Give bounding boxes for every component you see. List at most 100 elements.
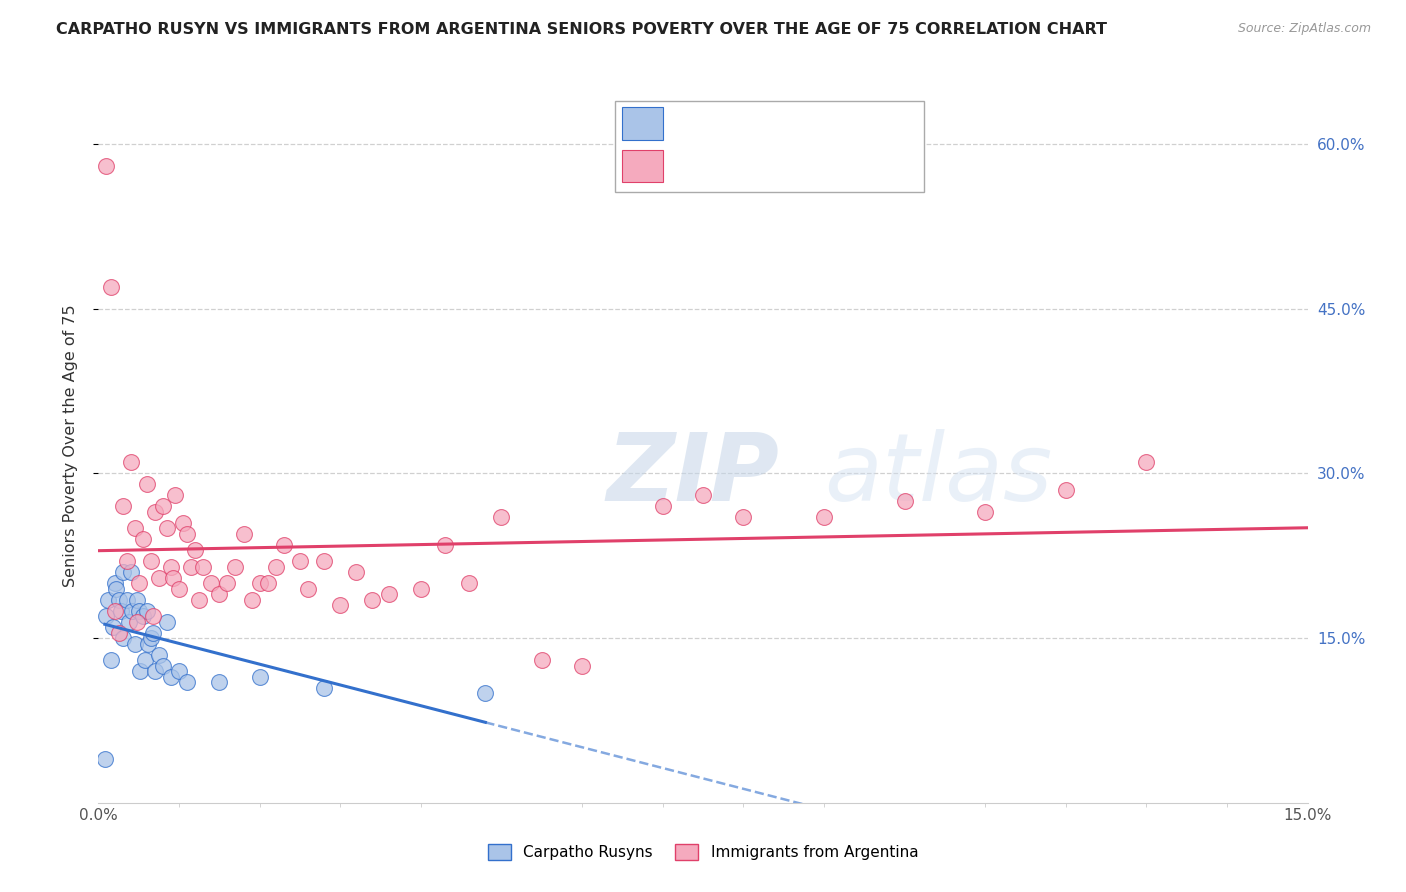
Point <box>172 516 194 530</box>
Y-axis label: Seniors Poverty Over the Age of 75: Seniors Poverty Over the Age of 75 <box>63 305 77 587</box>
Point <box>94 752 117 766</box>
Text: atlas: atlas <box>824 429 1052 520</box>
Point <box>107 625 129 640</box>
Point <box>474 686 496 700</box>
Point <box>96 159 118 173</box>
Point <box>107 592 129 607</box>
Point <box>176 526 198 541</box>
Point <box>120 566 142 580</box>
Point <box>167 582 190 596</box>
Point <box>139 631 162 645</box>
Point <box>127 615 149 629</box>
Point <box>409 582 432 596</box>
Point <box>176 675 198 690</box>
Point <box>142 609 165 624</box>
Point <box>377 587 399 601</box>
Text: Source: ZipAtlas.com: Source: ZipAtlas.com <box>1237 22 1371 36</box>
Point <box>148 571 170 585</box>
Point <box>184 543 207 558</box>
Point <box>651 500 673 514</box>
Point <box>692 488 714 502</box>
Point <box>329 598 352 612</box>
Point <box>148 648 170 662</box>
Point <box>288 554 311 568</box>
Point <box>1054 483 1077 497</box>
Point <box>132 609 155 624</box>
Point <box>111 631 134 645</box>
Point <box>121 604 143 618</box>
Point <box>143 664 166 678</box>
Point <box>127 592 149 607</box>
Point <box>152 500 174 514</box>
Point <box>491 510 513 524</box>
Text: CARPATHO RUSYN VS IMMIGRANTS FROM ARGENTINA SENIORS POVERTY OVER THE AGE OF 75 C: CARPATHO RUSYN VS IMMIGRANTS FROM ARGENT… <box>56 22 1108 37</box>
Point <box>1135 455 1157 469</box>
Point <box>142 625 165 640</box>
Point <box>120 455 142 469</box>
Point <box>180 559 202 574</box>
Point <box>458 576 481 591</box>
Point <box>264 559 287 574</box>
Point <box>193 559 215 574</box>
Point <box>132 533 155 547</box>
Point <box>96 609 118 624</box>
Point <box>100 280 122 294</box>
Point <box>232 526 254 541</box>
Point <box>249 669 271 683</box>
Point <box>156 615 179 629</box>
Point <box>208 587 231 601</box>
Point <box>188 592 211 607</box>
Point <box>139 554 162 568</box>
Point <box>530 653 553 667</box>
Point <box>135 604 157 618</box>
Point <box>124 521 146 535</box>
Point <box>344 566 367 580</box>
Point <box>103 576 125 591</box>
Point <box>138 637 160 651</box>
Point <box>110 604 132 618</box>
Point <box>111 500 134 514</box>
Point <box>160 669 183 683</box>
Point <box>224 559 246 574</box>
Point <box>162 571 184 585</box>
Point <box>152 658 174 673</box>
Point <box>974 505 997 519</box>
Point <box>813 510 835 524</box>
Point <box>361 592 384 607</box>
Point <box>143 505 166 519</box>
Point <box>273 538 295 552</box>
Point <box>134 653 156 667</box>
Point <box>893 494 915 508</box>
Point <box>100 653 122 667</box>
Point <box>103 604 125 618</box>
Point <box>733 510 755 524</box>
Point <box>571 658 593 673</box>
Point <box>217 576 239 591</box>
Point <box>167 664 190 678</box>
Point <box>160 559 183 574</box>
Point <box>314 554 336 568</box>
Point <box>115 592 138 607</box>
Point <box>128 576 150 591</box>
Point <box>101 620 124 634</box>
Legend: Carpatho Rusyns, Immigrants from Argentina: Carpatho Rusyns, Immigrants from Argenti… <box>482 838 924 866</box>
Point <box>249 576 271 591</box>
Point <box>200 576 222 591</box>
Point <box>124 637 146 651</box>
Point <box>434 538 457 552</box>
Point <box>115 554 138 568</box>
Point <box>156 521 179 535</box>
Point <box>163 488 186 502</box>
Point <box>118 615 141 629</box>
Point <box>314 681 336 695</box>
Point <box>240 592 263 607</box>
Point <box>111 566 134 580</box>
Point <box>297 582 319 596</box>
Point <box>129 664 152 678</box>
Point <box>256 576 278 591</box>
Point <box>105 582 128 596</box>
Point <box>97 592 120 607</box>
Text: ZIP: ZIP <box>606 428 779 521</box>
Point <box>208 675 231 690</box>
Point <box>128 604 150 618</box>
